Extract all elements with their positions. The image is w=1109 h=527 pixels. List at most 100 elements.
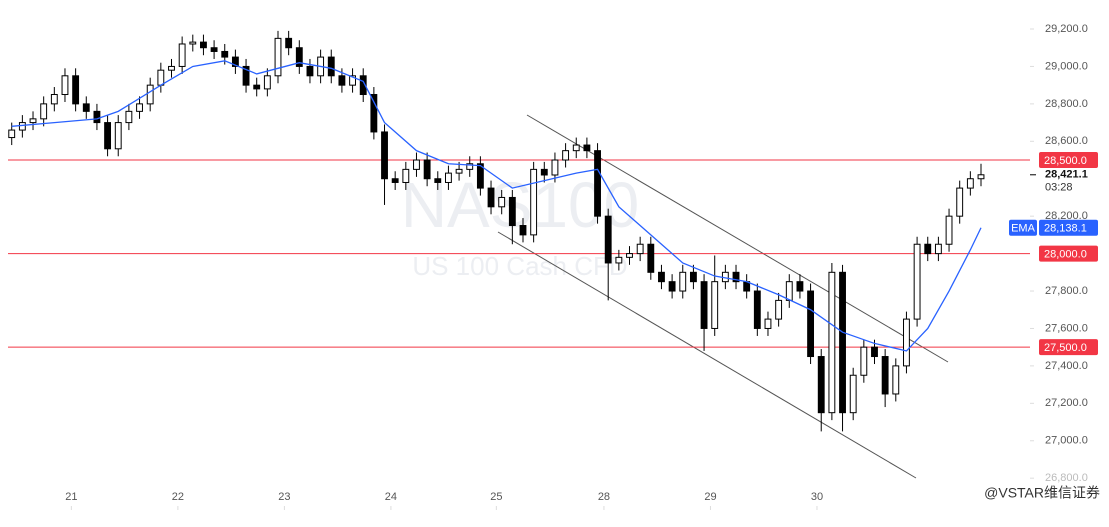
candle-body bbox=[860, 346, 868, 376]
y-tick-label: 28,600.0 bbox=[1045, 135, 1088, 147]
candle-body bbox=[476, 163, 484, 189]
x-tick-label: 23 bbox=[278, 491, 290, 503]
candle-body bbox=[274, 37, 282, 77]
candle-body bbox=[849, 374, 857, 414]
candle-body bbox=[242, 65, 250, 86]
candle-body bbox=[945, 215, 953, 245]
candle-body bbox=[444, 172, 452, 183]
candle-body bbox=[540, 168, 548, 176]
candle-body bbox=[391, 178, 399, 183]
candle-body bbox=[349, 75, 356, 86]
candle-body bbox=[295, 47, 303, 67]
candle-body bbox=[508, 196, 516, 227]
y-tick-label: 27,000.0 bbox=[1045, 435, 1088, 447]
candle-body bbox=[72, 75, 80, 105]
ema-value-box bbox=[1039, 219, 1098, 236]
candle-body bbox=[934, 243, 942, 255]
candle-body bbox=[285, 37, 293, 49]
candle-body bbox=[338, 75, 346, 86]
level-label: 28,500.0 bbox=[1044, 155, 1087, 167]
watermark-subtitle: US 100 Cash CFD bbox=[412, 251, 627, 281]
candle-body bbox=[114, 122, 122, 150]
candle-body bbox=[82, 103, 90, 112]
candle-body bbox=[125, 110, 133, 124]
level-label: 27,500.0 bbox=[1044, 342, 1087, 354]
candle-body bbox=[210, 47, 218, 52]
last-price: 28,421.1 bbox=[1045, 169, 1088, 181]
candle-body bbox=[785, 281, 793, 301]
level-label-box bbox=[1039, 339, 1098, 356]
y-tick-label: 27,200.0 bbox=[1045, 397, 1088, 409]
candle-body bbox=[136, 103, 143, 112]
candle-body bbox=[231, 56, 239, 67]
candle-body bbox=[689, 271, 697, 283]
ema-value: 28,138.1 bbox=[1044, 223, 1087, 235]
candle-body bbox=[104, 122, 112, 150]
candle-body bbox=[370, 94, 378, 133]
candle-body bbox=[402, 168, 410, 183]
y-tick-label: 28,800.0 bbox=[1045, 98, 1088, 110]
candle-body bbox=[40, 103, 48, 120]
candle-body bbox=[487, 187, 495, 208]
ema-name-box bbox=[1009, 219, 1037, 236]
candle-body bbox=[434, 178, 442, 183]
candle-body bbox=[519, 225, 527, 236]
channel-lower bbox=[497, 231, 917, 479]
candle-body bbox=[871, 346, 878, 358]
y-tick-label: 28,200.0 bbox=[1045, 210, 1088, 222]
candle-body bbox=[626, 253, 633, 258]
candle-body bbox=[615, 256, 623, 264]
x-tick-label: 21 bbox=[65, 491, 77, 503]
ema-name: EMA bbox=[1011, 223, 1036, 235]
candle-body bbox=[562, 150, 570, 161]
candle-body bbox=[455, 168, 463, 174]
candle-body bbox=[530, 168, 538, 236]
candle-body bbox=[168, 65, 175, 71]
candle-body bbox=[93, 110, 101, 124]
x-tick-label: 28 bbox=[598, 491, 610, 503]
y-tick-label: 26,800.0 bbox=[1045, 472, 1088, 484]
y-tick-label: 27,400.0 bbox=[1045, 360, 1088, 372]
candle-body bbox=[966, 178, 974, 189]
candle-body bbox=[29, 118, 37, 124]
candle-body bbox=[572, 144, 580, 152]
y-tick-label: 29,200.0 bbox=[1045, 23, 1088, 35]
candle-body bbox=[18, 122, 26, 131]
candle-body bbox=[146, 84, 154, 105]
candle-body bbox=[498, 196, 506, 208]
candle-body bbox=[306, 65, 314, 77]
candle-body bbox=[753, 290, 761, 329]
candle-body bbox=[583, 144, 591, 152]
candle-body bbox=[61, 75, 69, 96]
candle-body bbox=[817, 356, 825, 414]
candle-body bbox=[50, 94, 58, 105]
ema-line bbox=[11, 60, 982, 352]
candle-body bbox=[594, 150, 601, 217]
candle-body bbox=[359, 75, 367, 96]
candle-body bbox=[178, 43, 186, 67]
candle-body bbox=[636, 243, 644, 255]
candle-body bbox=[732, 271, 740, 283]
candle-body bbox=[828, 271, 836, 414]
candle-body bbox=[551, 159, 559, 176]
level-label-box bbox=[1039, 245, 1098, 262]
candle-body bbox=[157, 69, 165, 86]
candle-body bbox=[775, 299, 783, 320]
candle-body bbox=[913, 243, 921, 320]
candle-body bbox=[764, 318, 772, 329]
candle-body bbox=[892, 365, 900, 395]
level-label: 28,000.0 bbox=[1044, 249, 1087, 261]
y-tick-label: 27,800.0 bbox=[1045, 285, 1088, 297]
x-tick-label: 30 bbox=[811, 491, 823, 503]
candle-body bbox=[8, 129, 16, 139]
candle-body bbox=[604, 215, 612, 264]
candle-body bbox=[327, 56, 335, 77]
candle-body bbox=[796, 281, 804, 292]
candle-body bbox=[263, 75, 271, 90]
candle-body bbox=[658, 271, 665, 283]
candle-body bbox=[711, 281, 719, 329]
countdown: 03:28 bbox=[1045, 182, 1073, 194]
y-tick-label: 27,600.0 bbox=[1045, 322, 1088, 334]
